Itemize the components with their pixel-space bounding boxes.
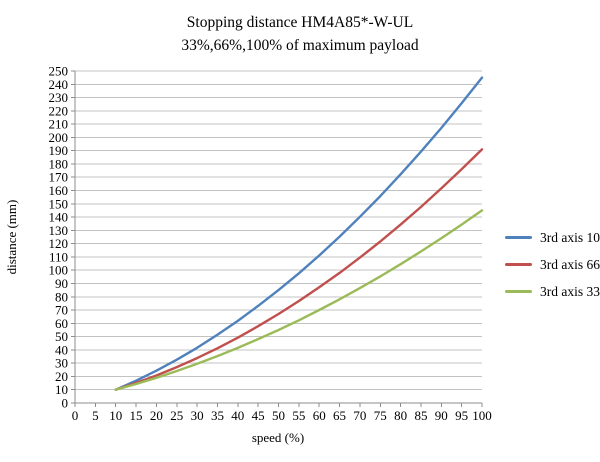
y-tick-label: 50 (55, 329, 68, 344)
y-tick-label: 210 (49, 117, 69, 132)
x-tick-label: 35 (211, 408, 224, 423)
x-axis-title: speed (%) (252, 430, 304, 445)
x-tick-label: 5 (92, 408, 99, 423)
series-line-3rd-axis-100- (114, 76, 484, 391)
legend-line-swatch (505, 263, 532, 266)
series-line-3rd-axis-66- (114, 148, 484, 391)
legend-label: 3rd axis 100% (540, 229, 600, 245)
x-tick-label: 30 (191, 408, 204, 423)
x-tick-label: 70 (353, 408, 366, 423)
y-tick-label: 170 (49, 170, 69, 185)
y-tick-label: 150 (49, 196, 69, 211)
chart-title: Stopping distance HM4A85*-W-UL (186, 14, 414, 31)
legend: 3rd axis 100% 3rd axis 66% 3rd axis 33% (505, 224, 600, 305)
x-tick-label: 85 (414, 408, 427, 423)
x-tick-label: 50 (272, 408, 285, 423)
x-tick-label: 95 (455, 408, 468, 423)
legend-label: 3rd axis 33% (540, 283, 600, 299)
y-tick-label: 240 (49, 77, 69, 92)
y-tick-label: 110 (49, 249, 68, 264)
x-tick-label: 20 (150, 408, 163, 423)
y-tick-label: 120 (49, 236, 69, 251)
legend-item: 3rd axis 66% (505, 251, 600, 278)
y-tick-label: 90 (55, 276, 68, 291)
y-tick-label: 180 (49, 156, 69, 171)
x-tick-label: 60 (313, 408, 326, 423)
y-axis-title: distance (mm) (4, 200, 19, 275)
chart-subtitle: 33%,66%,100% of maximum payload (181, 37, 419, 55)
x-tick-label: 55 (292, 408, 305, 423)
y-tick-label: 80 (55, 289, 68, 304)
x-tick-label: 10 (109, 408, 122, 423)
series-line-3rd-axis-33- (114, 209, 484, 391)
legend-label: 3rd axis 66% (540, 256, 600, 272)
y-tick-label: 250 (49, 64, 69, 79)
y-tick-label: 20 (55, 369, 68, 384)
y-tick-label: 200 (49, 130, 69, 145)
y-tick-label: 100 (49, 263, 69, 278)
x-tick-label: 80 (394, 408, 407, 423)
x-tick-label: 15 (130, 408, 143, 423)
x-tick-label: 25 (170, 408, 183, 423)
y-tick-label: 140 (49, 210, 69, 225)
x-tick-label: 65 (333, 408, 346, 423)
y-tick-label: 230 (49, 90, 69, 105)
x-tick-label: 40 (231, 408, 244, 423)
y-tick-label: 10 (55, 382, 68, 397)
y-tick-label: 190 (49, 143, 69, 158)
x-tick-label: 45 (252, 408, 265, 423)
title-block: Stopping distance HM4A85*-W-UL 33%,66%,1… (0, 11, 600, 58)
y-tick-label: 70 (55, 303, 68, 318)
y-tick-label: 130 (49, 223, 69, 238)
y-tick-label: 60 (55, 316, 68, 331)
x-tick-label: 100 (472, 408, 492, 423)
legend-item: 3rd axis 100% (505, 224, 600, 251)
x-tick-label: 0 (72, 408, 79, 423)
y-tick-label: 0 (62, 396, 69, 411)
y-tick-label: 40 (55, 342, 68, 357)
y-tick-label: 220 (49, 103, 69, 118)
y-tick-label: 160 (49, 183, 69, 198)
legend-line-swatch (505, 290, 532, 293)
legend-line-swatch (505, 236, 532, 239)
x-tick-label: 75 (374, 408, 387, 423)
x-tick-label: 90 (435, 408, 448, 423)
legend-item: 3rd axis 33% (505, 278, 600, 305)
y-tick-label: 30 (55, 356, 68, 371)
